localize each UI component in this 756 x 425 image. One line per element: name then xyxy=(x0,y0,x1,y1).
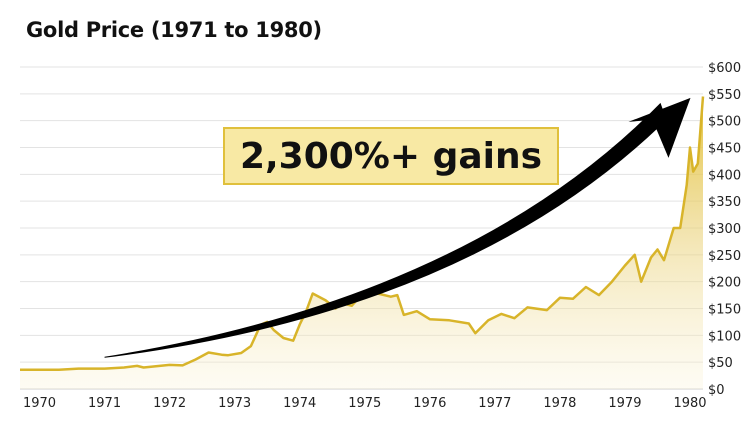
x-tick-label: 1970 xyxy=(23,396,56,411)
y-tick-label: $550 xyxy=(708,88,741,103)
y-tick-label: $500 xyxy=(708,115,741,130)
x-tick-label: 1980 xyxy=(673,396,706,411)
y-tick-label: $400 xyxy=(708,168,741,183)
y-axis-labels: $0 $50 $100 $150 $200 $250 $300 $350 $400 $450 $50… xyxy=(708,61,741,398)
y-tick-label: $450 xyxy=(708,142,741,157)
x-tick-label: 1974 xyxy=(283,396,316,411)
price-area xyxy=(20,96,703,389)
x-tick-label: 1976 xyxy=(413,396,446,411)
chart-title: Gold Price (1971 to 1980) xyxy=(26,18,322,42)
y-tick-label: $200 xyxy=(708,276,741,291)
x-tick-label: 1972 xyxy=(153,396,186,411)
x-tick-label: 1975 xyxy=(348,396,381,411)
y-tick-label: $250 xyxy=(708,249,741,264)
y-tick-label: $600 xyxy=(708,61,741,76)
y-tick-label: $0 xyxy=(708,383,725,398)
price-line xyxy=(20,96,705,371)
gains-annotation: 2,300%+ gains xyxy=(223,127,559,185)
x-tick-label: 1979 xyxy=(608,396,641,411)
y-tick-label: $100 xyxy=(708,329,741,344)
x-tick-label: 1977 xyxy=(478,396,511,411)
x-tick-label: 1971 xyxy=(88,396,121,411)
x-tick-label: 1973 xyxy=(218,396,251,411)
trend-arrow-head xyxy=(628,97,691,158)
x-axis-labels: 1970 1971 1972 1973 1974 1975 1976 1977 1978 1979… xyxy=(23,396,707,411)
y-tick-label: $50 xyxy=(708,356,733,371)
y-tick-label: $300 xyxy=(708,222,741,237)
x-tick-label: 1978 xyxy=(543,396,576,411)
y-tick-label: $350 xyxy=(708,195,741,210)
y-tick-label: $150 xyxy=(708,303,741,318)
